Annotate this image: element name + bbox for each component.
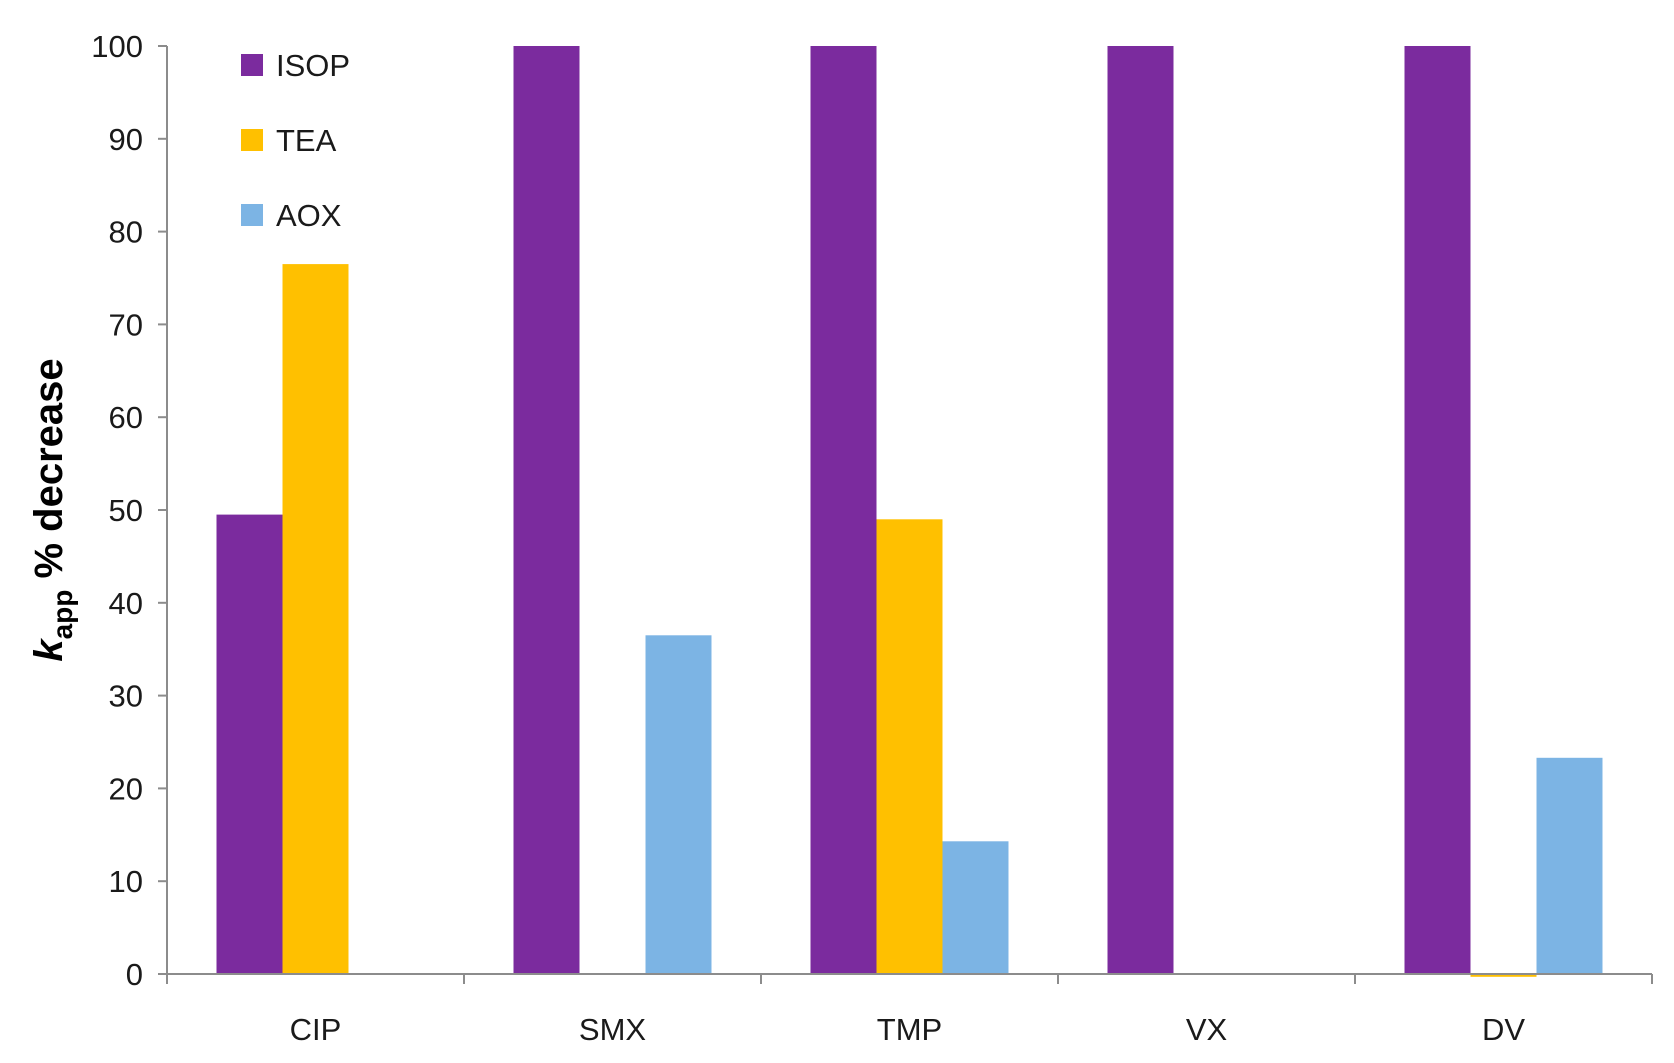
x-tick-label: DV (1482, 1012, 1525, 1047)
y-tick-label: 70 (109, 307, 143, 342)
legend-label-aox: AOX (276, 198, 342, 233)
legend-swatch-isop (241, 54, 263, 76)
legend-label-isop: ISOP (276, 48, 350, 83)
legend-swatch-tea (241, 129, 263, 151)
bar-cip-tea (282, 264, 349, 975)
y-tick-label: 10 (109, 864, 143, 899)
y-tick-label: 20 (109, 771, 143, 806)
legend-label-tea: TEA (276, 123, 337, 158)
y-tick-label: 40 (109, 586, 143, 621)
bar-dv-isop (1404, 46, 1471, 974)
bar-cip-isop (216, 514, 283, 974)
bar-smx-isop (513, 46, 580, 974)
x-tick-label: VX (1186, 1012, 1228, 1047)
x-tick-label: TMP (877, 1012, 942, 1047)
bar-tmp-isop (810, 46, 877, 974)
y-tick-label: 100 (91, 29, 143, 64)
legend-swatch-aox (241, 204, 263, 226)
bar-smx-aox (645, 635, 712, 974)
y-tick-label: 50 (109, 493, 143, 528)
bar-dv-tea (1470, 974, 1537, 977)
y-tick-label: 80 (109, 215, 143, 250)
y-axis-label: kapp % decrease (27, 358, 78, 661)
bar-tmp-aox (942, 841, 1009, 974)
bars-group (216, 46, 1603, 977)
x-tick-label: SMX (579, 1012, 647, 1047)
y-tick-label: 0 (126, 957, 143, 992)
y-tick-label: 90 (109, 122, 143, 157)
x-tick-label: CIP (290, 1012, 342, 1047)
bar-tmp-tea (876, 519, 943, 974)
y-tick-label: 30 (109, 679, 143, 714)
y-tick-label: 60 (109, 400, 143, 435)
bar-vx-isop (1107, 46, 1174, 974)
bar-dv-aox (1536, 757, 1603, 974)
y-axis-title: kapp % decrease (27, 358, 78, 661)
legend: ISOP TEA AOX (241, 48, 350, 233)
axes-group: 0 10 20 30 40 50 60 70 80 90 100 CIP SMX TMP VX DV (91, 29, 1653, 1047)
